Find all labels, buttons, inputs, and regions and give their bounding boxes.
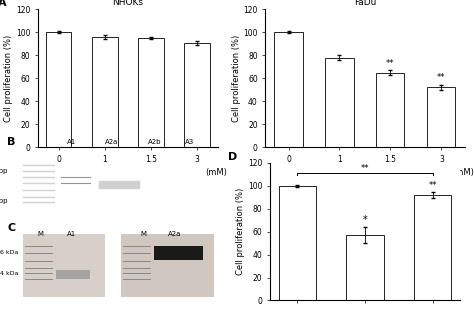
Bar [184, 43, 210, 147]
Text: A3: A3 [185, 140, 194, 146]
Bar [279, 186, 316, 300]
Text: D: D [228, 152, 238, 162]
Text: C: C [7, 223, 15, 233]
Title: NHOKs: NHOKs [112, 0, 144, 7]
Bar [138, 38, 164, 147]
Text: A2a: A2a [105, 140, 118, 146]
Text: A1: A1 [67, 231, 76, 237]
Bar [155, 246, 203, 260]
Bar [56, 270, 90, 279]
Text: B: B [7, 137, 16, 147]
Y-axis label: Cell proliferation (%): Cell proliferation (%) [236, 188, 245, 275]
Y-axis label: Cell proliferation (%): Cell proliferation (%) [231, 35, 240, 122]
Text: A: A [0, 0, 7, 8]
Text: **: ** [437, 73, 446, 82]
Bar [346, 235, 383, 300]
Bar [46, 32, 72, 147]
Bar [376, 73, 404, 147]
Title: FaDu: FaDu [354, 0, 376, 7]
Text: A1: A1 [67, 140, 76, 146]
Y-axis label: Cell proliferation (%): Cell proliferation (%) [4, 35, 13, 122]
Text: (mM): (mM) [205, 168, 227, 177]
Text: 34 kDa: 34 kDa [0, 271, 18, 276]
Bar [121, 233, 214, 297]
Text: *: * [363, 215, 367, 225]
Text: 46 kDa: 46 kDa [0, 250, 18, 255]
Bar [428, 87, 456, 147]
Text: 500 bp: 500 bp [0, 168, 7, 174]
Text: A2b: A2b [147, 140, 161, 146]
Text: **: ** [361, 164, 369, 173]
Bar [274, 32, 302, 147]
Bar [23, 233, 105, 297]
Bar [414, 195, 451, 300]
Text: A2a: A2a [168, 231, 181, 237]
Text: **: ** [386, 59, 395, 68]
Text: M: M [37, 231, 44, 237]
Text: 100 bp: 100 bp [0, 198, 7, 204]
Text: **: ** [428, 181, 437, 190]
Bar [92, 37, 118, 147]
Bar [326, 58, 354, 147]
Text: (mM): (mM) [453, 168, 474, 177]
Text: M: M [140, 231, 146, 237]
